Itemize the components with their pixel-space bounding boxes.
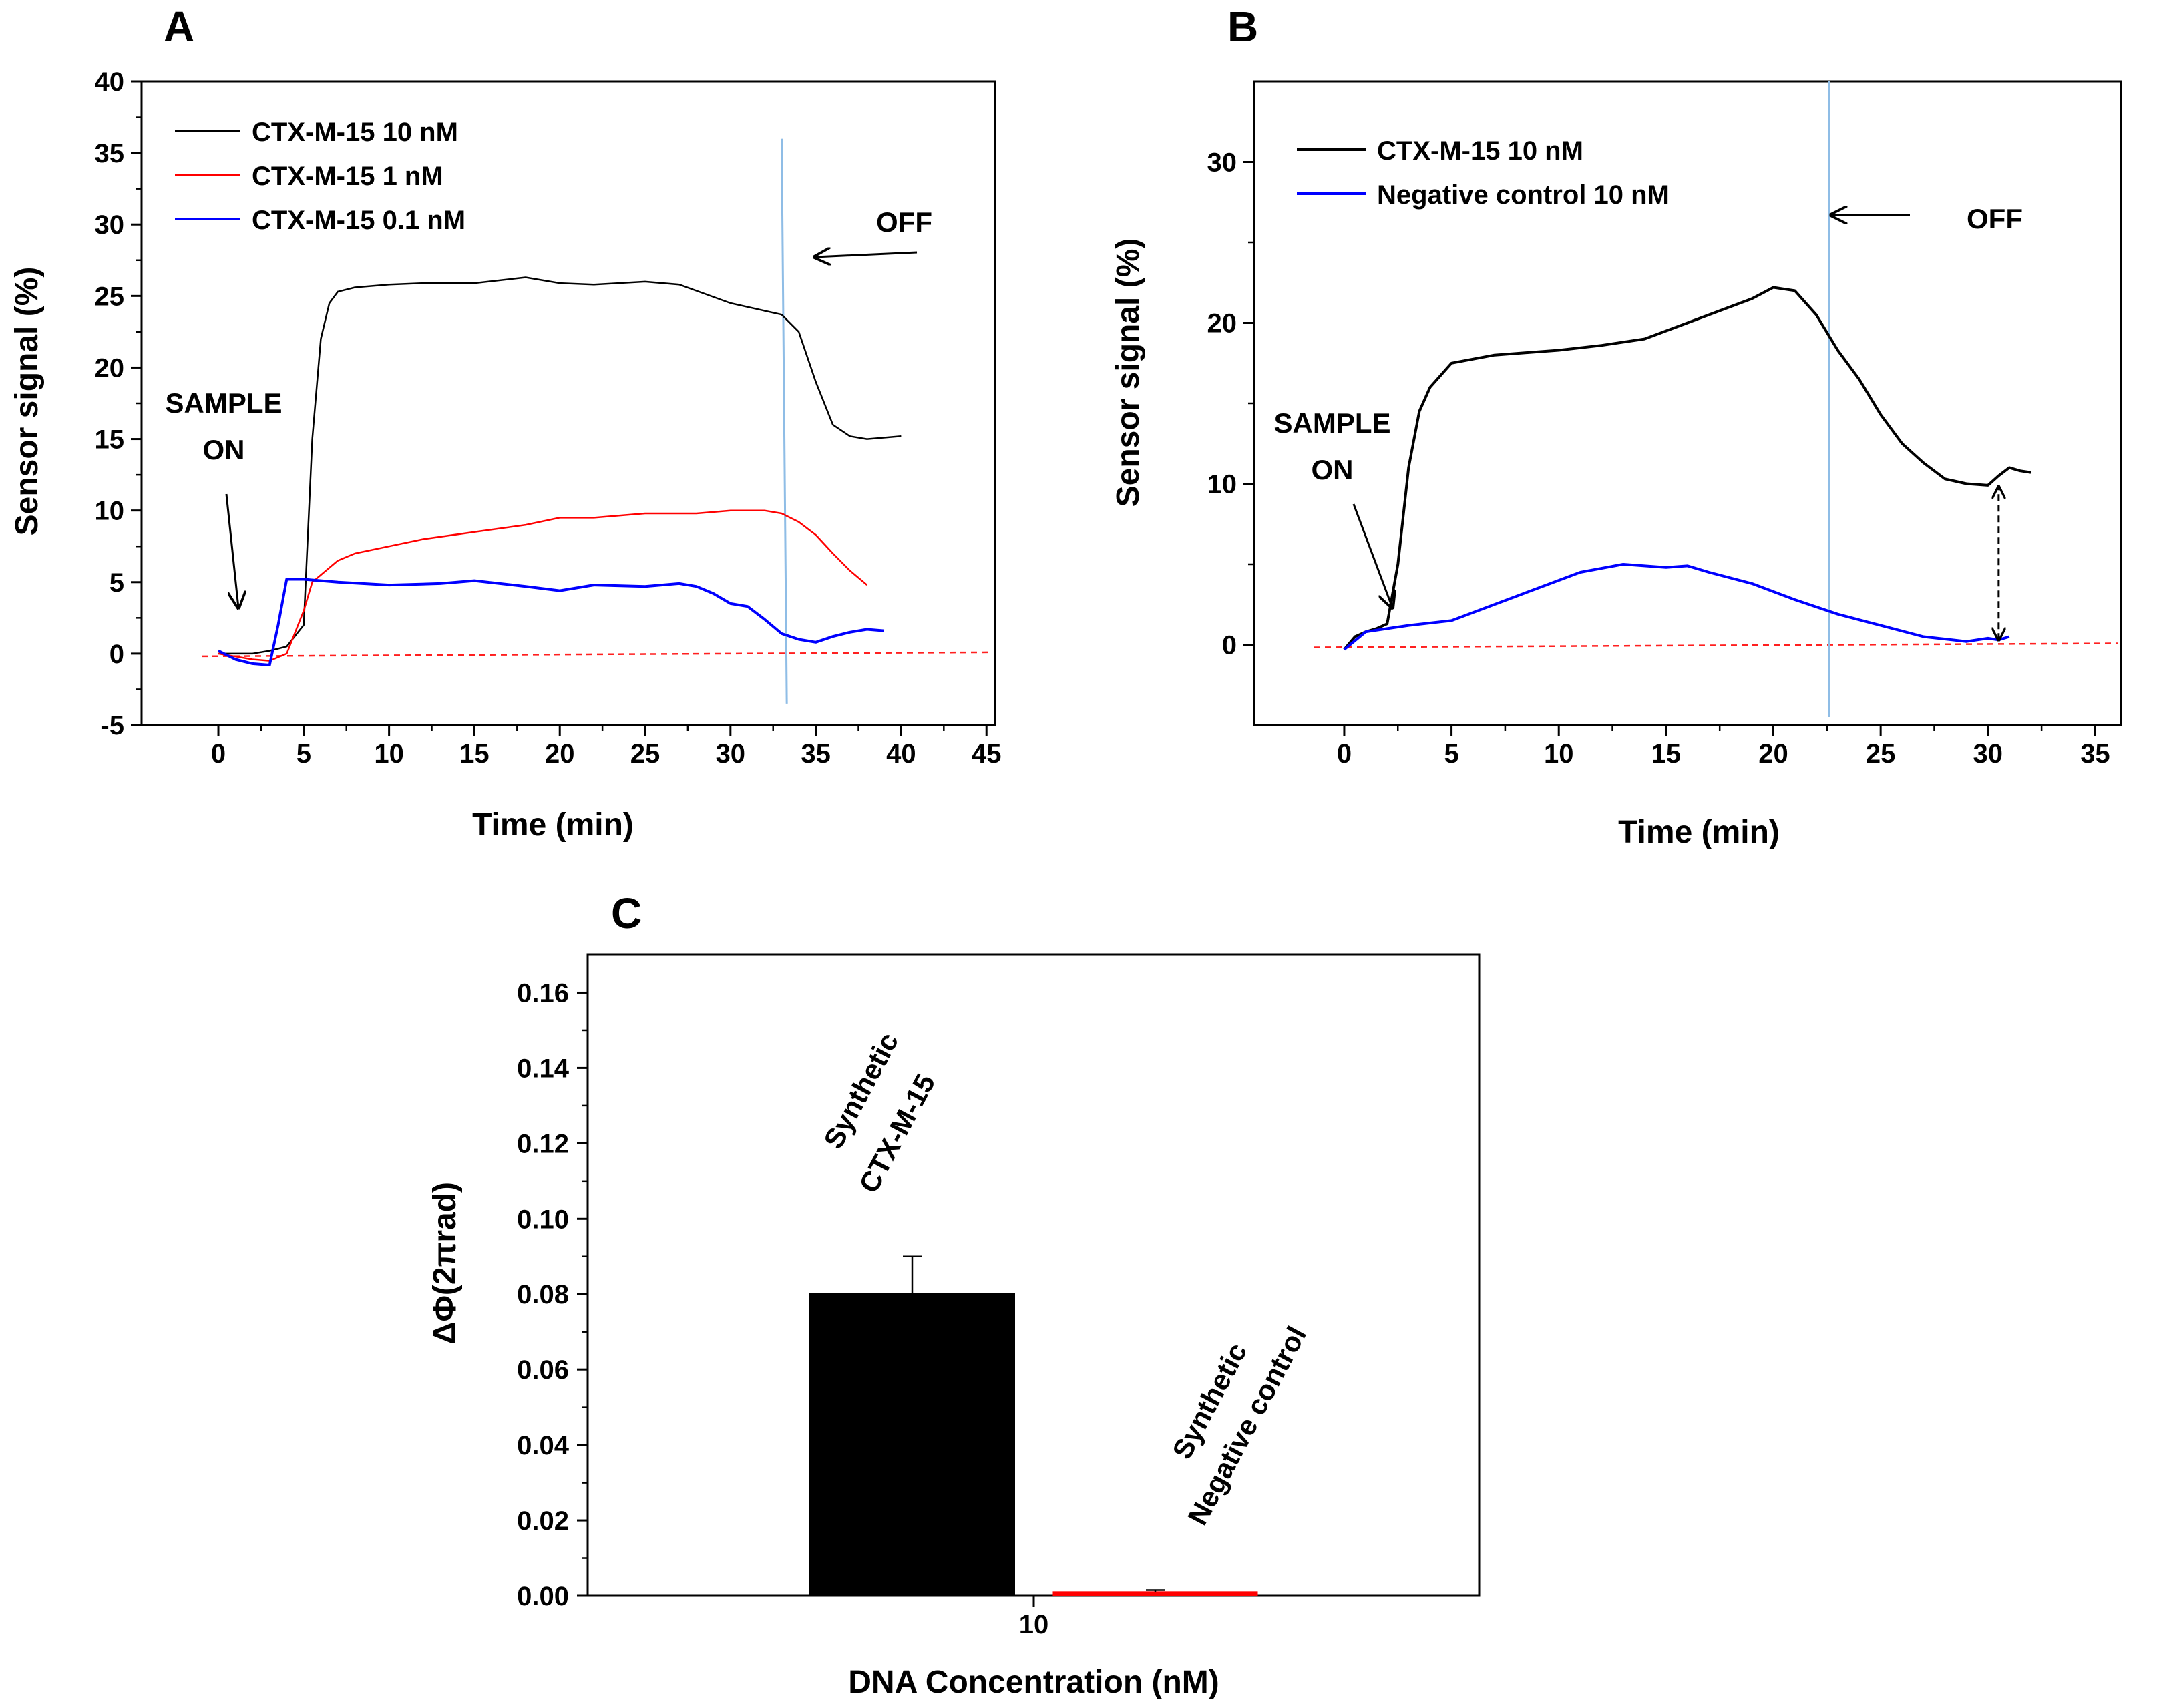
panel-a-x-axis-title: Time (min)	[472, 807, 634, 843]
panel-c: C 0.00 0.02 0.04 0.06 0.08 0.10 0.12 0.14 0.16 10…	[427, 889, 1481, 1700]
panel-a-x-tick-label: 10	[374, 739, 404, 769]
panel-a-y-tick-label: 25	[95, 282, 125, 311]
panel-a-y-tick-label: 15	[95, 425, 125, 455]
panel-b-ticks: 0 5 10 15 20 25 30 35 0 10 20 30	[1207, 148, 2110, 769]
panel-letter-b: B	[1227, 3, 1258, 51]
panel-a-y-tick-label: 20	[95, 353, 125, 383]
panel-b-x-axis-title: Time (min)	[1618, 815, 1780, 850]
panel-a-x-tick-label: 45	[972, 739, 1002, 769]
panel-c-frame	[586, 953, 1481, 1597]
panel-a-y-tick-label: -5	[100, 711, 124, 740]
panel-b-y-axis-title: Sensor signal (%)	[1111, 238, 1146, 507]
panel-b-x-tick-label: 0	[1337, 739, 1352, 769]
panel-c-plot: 0.00 0.02 0.04 0.06 0.08 0.10 0.12 0.14 0.16 10 S…	[517, 953, 1481, 1639]
panel-b-y-tick-label: 20	[1207, 309, 1237, 339]
panel-b-x-tick-label: 10	[1544, 739, 1574, 769]
bar-synthetic-negative-control	[1052, 1591, 1258, 1597]
panel-a-y-tick-label: 0	[110, 640, 124, 669]
panel-b-y-tick-label: 30	[1207, 148, 1237, 178]
panel-b-x-tick-label: 15	[1651, 739, 1682, 769]
panel-c-y-axis-title: ΔΦ(2πrad)	[427, 1182, 463, 1345]
panel-b-off-annotation: OFF	[1831, 203, 2023, 234]
panel-c-y-tick-label: 0.04	[517, 1431, 570, 1460]
panel-b-x-tick-label: 20	[1758, 739, 1788, 769]
panel-a-sample-on-annotation: SAMPLE ON	[165, 387, 282, 608]
panel-c-ticks: 0.00 0.02 0.04 0.06 0.08 0.10 0.12 0.14 0.16 10	[517, 978, 1048, 1639]
panel-a-off-annotation: OFF	[815, 206, 932, 257]
panel-c-y-tick-label: 0.08	[517, 1280, 569, 1309]
panel-b-series	[1343, 286, 2031, 651]
sample-on-label-b-line2: ON	[1312, 454, 1354, 485]
panel-a: A 0 5 10 15 20 25 30 35 40 45 -5 0 5 10 15 20 25 30 35 40 C…	[9, 3, 1001, 843]
panel-b-x-tick-label: 5	[1444, 739, 1458, 769]
panel-b-x-tick-label: 25	[1866, 739, 1896, 769]
panel-c-y-tick-label: 0.02	[517, 1506, 569, 1536]
panel-a-x-tick-label: 0	[211, 739, 226, 769]
off-arrow	[815, 252, 918, 257]
panel-c-y-tick-label: 0.16	[517, 978, 569, 1008]
panel-b-series-ctx-m-15-10-nm	[1343, 286, 2031, 650]
panel-b-plot: 0 5 10 15 20 25 30 35 0 10 20 30 CTX-M-15 10 nM Neg…	[1207, 80, 2122, 769]
panel-a-y-tick-label: 35	[95, 139, 125, 168]
panel-b-y-tick-label: 10	[1207, 470, 1237, 499]
panel-letter-a: A	[164, 3, 194, 51]
off-label: OFF	[876, 206, 932, 238]
panel-a-y-tick-label: 30	[95, 210, 125, 240]
legend-label-negative-control: Negative control 10 nM	[1377, 180, 1670, 210]
sample-on-label-b-line1: SAMPLE	[1273, 407, 1390, 439]
legend-label-ctx-1nm: CTX-M-15 1 nM	[252, 162, 443, 191]
panel-letter-c: C	[611, 889, 642, 937]
panel-a-y-tick-label: 5	[110, 568, 124, 598]
panel-a-legend: CTX-M-15 10 nM CTX-M-15 1 nM CTX-M-15 0.…	[175, 118, 465, 235]
legend-label-ctx-10nm-b: CTX-M-15 10 nM	[1377, 136, 1583, 166]
panel-a-series	[218, 276, 902, 666]
panel-b-sample-on-annotation: SAMPLE ON	[1273, 407, 1392, 608]
panel-a-ticks: 0 5 10 15 20 25 30 35 40 45 -5 0 5 10 15 20 25 30 35 40	[95, 67, 1002, 769]
panel-b-zero-baseline	[1314, 642, 2119, 648]
panel-a-y-tick-label: 40	[95, 67, 125, 97]
legend-label-ctx-10nm: CTX-M-15 10 nM	[252, 118, 458, 147]
panel-a-x-tick-label: 15	[459, 739, 489, 769]
sample-on-label-line1: SAMPLE	[165, 387, 282, 419]
panel-c-y-tick-label: 0.14	[517, 1054, 570, 1083]
panel-a-x-tick-label: 30	[716, 739, 746, 769]
legend-label-ctx-01nm: CTX-M-15 0.1 nM	[252, 206, 465, 235]
bar-label-negative-control: Synthetic Negative control	[1166, 1321, 1312, 1530]
panel-a-x-tick-label: 35	[801, 739, 831, 769]
panel-c-x-tick-label: 10	[1019, 1610, 1049, 1639]
panel-a-x-tick-label: 40	[886, 739, 916, 769]
sample-on-label-line2: ON	[203, 434, 245, 465]
panel-a-series-ctx-m-15-10-nm	[218, 276, 902, 655]
panel-c-x-axis-title: DNA Concentration (nM)	[848, 1665, 1219, 1700]
sample-on-arrow-b	[1352, 503, 1392, 608]
bar-synthetic-ctx-m-15	[809, 1293, 1015, 1597]
panel-a-y-tick-label: 10	[95, 497, 125, 526]
panel-a-series-ctx-m-15-1-nm	[218, 509, 868, 662]
panel-a-x-tick-label: 25	[630, 739, 660, 769]
panel-a-zero-baseline	[201, 651, 993, 658]
sample-on-arrow	[225, 493, 238, 608]
panel-b-series-negative-control-10-nm	[1343, 563, 2010, 651]
panel-c-y-tick-label: 0.10	[517, 1205, 569, 1234]
panel-a-y-axis-title: Sensor signal (%)	[9, 267, 45, 536]
panel-a-series-ctx-m-15-0-1-nm	[218, 578, 885, 666]
panel-a-plot: 0 5 10 15 20 25 30 35 40 45 -5 0 5 10 15 20 25 30 35 40 CTX…	[95, 67, 1002, 769]
panel-c-y-tick-label: 0.06	[517, 1355, 569, 1385]
panel-a-x-tick-label: 20	[545, 739, 575, 769]
panel-b-x-tick-label: 30	[1973, 739, 2003, 769]
panel-c-y-tick-label: 0.00	[517, 1582, 569, 1611]
off-label-b: OFF	[1967, 203, 2023, 234]
panel-b-x-tick-label: 35	[2080, 739, 2110, 769]
panel-b-y-tick-label: 0	[1222, 631, 1237, 660]
panel-a-x-tick-label: 5	[297, 739, 311, 769]
panel-b: B 0 5 10 15 20 25 30 35 0 10 20 30 CTX-M-15 10 nM N…	[1111, 3, 2122, 850]
panel-c-y-tick-label: 0.12	[517, 1129, 569, 1158]
panel-c-bars	[809, 1255, 1258, 1597]
bar-label-ctx: Synthetic CTX-M-15	[817, 1028, 941, 1198]
panel-b-legend: CTX-M-15 10 nM Negative control 10 nM	[1297, 136, 1670, 210]
panel-a-off-marker-line	[781, 138, 788, 704]
